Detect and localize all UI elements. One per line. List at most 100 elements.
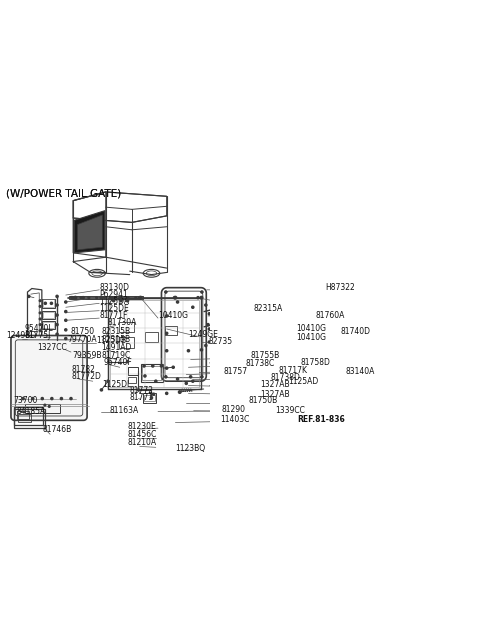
Text: 82315A: 82315A xyxy=(254,304,283,313)
Text: 83140A: 83140A xyxy=(346,367,375,376)
Circle shape xyxy=(39,312,41,313)
Circle shape xyxy=(205,304,207,306)
Circle shape xyxy=(208,313,210,315)
Text: 82315B: 82315B xyxy=(101,327,131,336)
Circle shape xyxy=(214,324,216,326)
Circle shape xyxy=(88,297,90,299)
Circle shape xyxy=(205,344,207,347)
Text: 81717K: 81717K xyxy=(278,366,307,375)
Bar xyxy=(128,367,138,375)
Circle shape xyxy=(207,324,209,326)
Circle shape xyxy=(208,328,210,330)
Text: 81772D: 81772D xyxy=(72,372,102,381)
Text: P62941: P62941 xyxy=(99,290,128,299)
Bar xyxy=(143,394,156,403)
Bar xyxy=(144,395,155,401)
Text: 81730A: 81730A xyxy=(108,318,137,327)
Circle shape xyxy=(177,378,179,380)
Polygon shape xyxy=(74,211,105,253)
Text: 81758D: 81758D xyxy=(300,358,331,367)
Text: 81738C: 81738C xyxy=(246,360,275,369)
Circle shape xyxy=(50,302,52,304)
Bar xyxy=(43,299,54,307)
Circle shape xyxy=(192,306,194,308)
Polygon shape xyxy=(11,335,87,420)
Text: 96740F: 96740F xyxy=(104,358,132,367)
Circle shape xyxy=(200,296,203,299)
Text: REF.81-836: REF.81-836 xyxy=(297,415,345,424)
Circle shape xyxy=(56,296,58,297)
Circle shape xyxy=(39,330,41,331)
Text: 83130D: 83130D xyxy=(99,283,129,292)
Circle shape xyxy=(107,380,109,382)
Circle shape xyxy=(28,296,30,297)
Circle shape xyxy=(39,324,41,326)
Circle shape xyxy=(150,397,153,399)
Circle shape xyxy=(166,392,168,394)
Circle shape xyxy=(51,397,53,400)
Text: 1249GE: 1249GE xyxy=(189,329,218,338)
Circle shape xyxy=(192,380,194,382)
Circle shape xyxy=(166,367,168,369)
Circle shape xyxy=(197,297,199,299)
Circle shape xyxy=(179,391,181,394)
Text: 1125DE: 1125DE xyxy=(99,304,129,313)
Text: 81775J: 81775J xyxy=(24,331,50,340)
Circle shape xyxy=(41,397,43,400)
Circle shape xyxy=(56,324,58,326)
Circle shape xyxy=(135,297,137,299)
Text: 10410G: 10410G xyxy=(158,311,188,320)
Text: 81755B: 81755B xyxy=(250,351,279,360)
Circle shape xyxy=(56,304,58,306)
Circle shape xyxy=(72,297,74,299)
Text: 1339CC: 1339CC xyxy=(276,406,305,415)
Circle shape xyxy=(201,376,203,378)
Text: 81738D: 81738D xyxy=(270,373,300,382)
Circle shape xyxy=(214,341,216,343)
Circle shape xyxy=(22,397,24,400)
Circle shape xyxy=(111,297,113,299)
Circle shape xyxy=(160,365,163,367)
Circle shape xyxy=(39,306,41,307)
Text: 10410G: 10410G xyxy=(296,333,326,342)
Text: 81230E: 81230E xyxy=(128,422,156,431)
Text: 81782: 81782 xyxy=(72,365,96,374)
Circle shape xyxy=(120,299,122,302)
Text: 1249BD: 1249BD xyxy=(6,331,36,340)
Bar xyxy=(43,322,54,328)
Text: 81771: 81771 xyxy=(130,393,154,402)
Circle shape xyxy=(44,404,46,406)
Text: 81760A: 81760A xyxy=(315,310,345,320)
Text: 73700: 73700 xyxy=(13,396,38,405)
Circle shape xyxy=(44,302,47,304)
Text: 84185A: 84185A xyxy=(17,407,46,416)
Circle shape xyxy=(172,366,174,369)
Circle shape xyxy=(208,341,210,343)
Text: 81163A: 81163A xyxy=(109,406,139,415)
Text: 79359B: 79359B xyxy=(72,351,101,360)
Text: 95470L: 95470L xyxy=(24,324,53,333)
Text: 81740D: 81740D xyxy=(341,327,371,336)
Circle shape xyxy=(127,297,129,299)
Circle shape xyxy=(65,337,67,340)
Text: 1125AD: 1125AD xyxy=(288,377,319,386)
Circle shape xyxy=(100,296,103,299)
Circle shape xyxy=(56,333,58,335)
Bar xyxy=(295,416,328,423)
Text: 81210A: 81210A xyxy=(128,438,156,447)
Circle shape xyxy=(65,319,67,321)
Circle shape xyxy=(70,397,72,400)
Text: 81456C: 81456C xyxy=(128,429,157,438)
Circle shape xyxy=(39,300,41,301)
Text: 81771F: 81771F xyxy=(99,310,128,320)
Circle shape xyxy=(56,314,58,316)
Text: 81772: 81772 xyxy=(130,386,154,395)
Text: 81750B: 81750B xyxy=(249,396,278,405)
Circle shape xyxy=(166,332,168,335)
Circle shape xyxy=(139,296,142,299)
Text: 79770A: 79770A xyxy=(68,335,97,344)
Text: 1491AD: 1491AD xyxy=(101,343,132,352)
Circle shape xyxy=(126,299,129,302)
Bar xyxy=(145,333,158,342)
Bar xyxy=(42,311,55,319)
